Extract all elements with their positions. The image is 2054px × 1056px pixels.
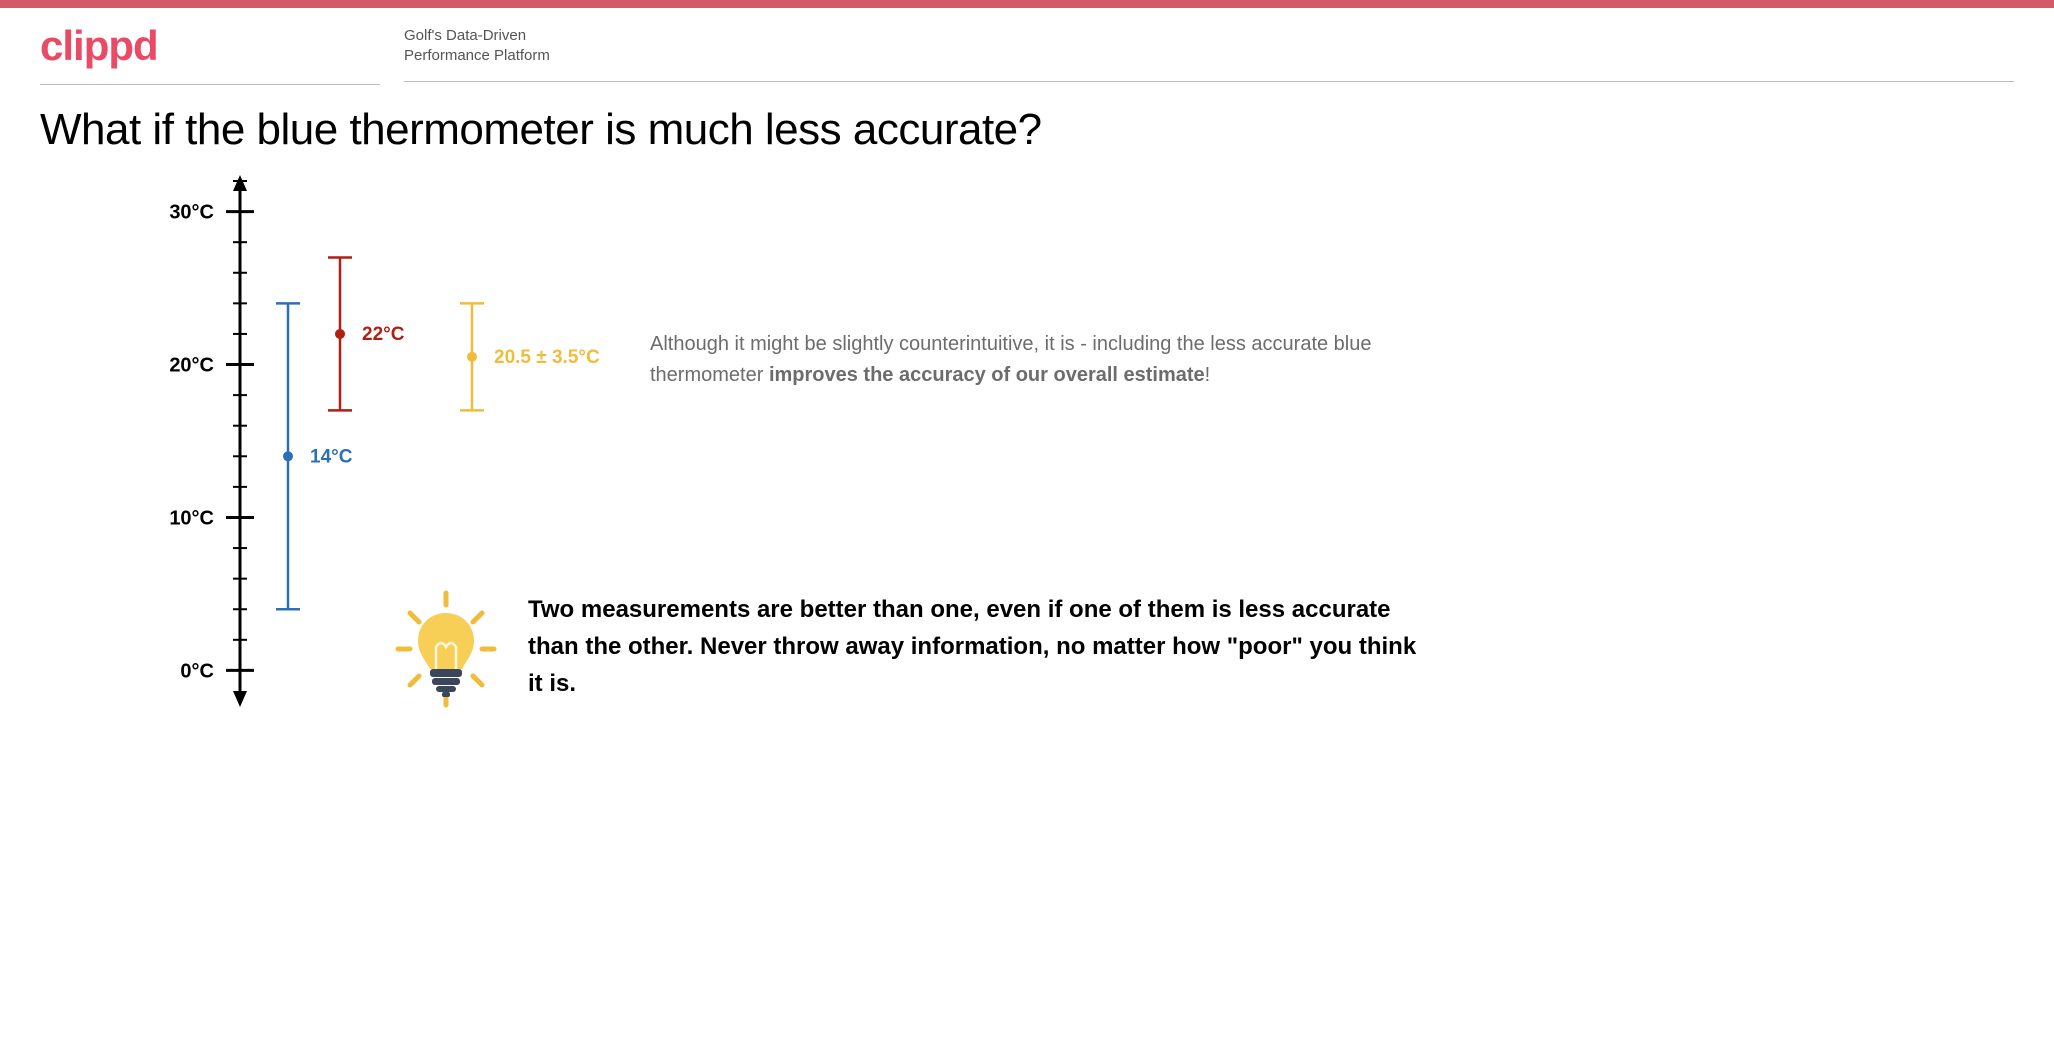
explanation-post: ! (1205, 364, 1211, 386)
page-title: What if the blue thermometer is much les… (0, 95, 2054, 161)
takeaway-text: Two measurements are better than one, ev… (528, 591, 1428, 703)
svg-text:22°C: 22°C (362, 324, 405, 345)
lightbulb-icon (386, 589, 506, 714)
top-accent-bar (0, 0, 2054, 8)
svg-text:20°C: 20°C (169, 355, 214, 377)
svg-text:14°C: 14°C (310, 446, 353, 467)
brand-logo-text: clippd (40, 22, 380, 70)
thermometer-chart: 0°C 10°C 20°C 30°C 14°C 22°C 20.5 ± 3.5°C (40, 161, 600, 721)
explanation-bold: improves the accuracy of our overall est… (769, 364, 1205, 386)
brand-container: clippd (40, 22, 380, 85)
tagline-text: Golf's Data-Driven Performance Platform (404, 26, 2014, 67)
tagline-container: Golf's Data-Driven Performance Platform (404, 22, 2014, 82)
svg-text:0°C: 0°C (180, 660, 214, 682)
svg-text:20.5 ± 3.5°C: 20.5 ± 3.5°C (494, 347, 600, 368)
svg-text:10°C: 10°C (169, 507, 214, 529)
content-area: 0°C 10°C 20°C 30°C 14°C 22°C 20.5 ± 3.5°C Alth… (0, 161, 2054, 721)
svg-text:30°C: 30°C (169, 202, 214, 224)
header: clippd Golf's Data-Driven Performance Pl… (0, 8, 2054, 95)
explanation-text: Although it might be slightly counterint… (650, 329, 1410, 391)
